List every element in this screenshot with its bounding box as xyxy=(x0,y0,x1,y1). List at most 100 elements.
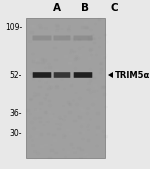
Bar xyxy=(69,52,71,53)
Bar xyxy=(87,156,89,158)
Bar xyxy=(74,52,77,54)
Bar xyxy=(45,121,47,122)
Bar xyxy=(81,110,84,111)
Bar xyxy=(73,110,75,111)
Bar xyxy=(86,107,89,109)
Bar xyxy=(55,20,57,22)
Bar xyxy=(89,48,92,50)
Bar xyxy=(61,116,63,117)
Bar xyxy=(96,126,99,128)
Bar xyxy=(38,87,40,89)
Bar xyxy=(58,97,61,99)
Bar xyxy=(27,77,29,78)
Bar xyxy=(53,47,56,48)
Bar xyxy=(30,25,33,26)
Bar xyxy=(87,82,90,84)
Bar xyxy=(77,57,79,59)
Bar xyxy=(72,99,74,101)
Bar xyxy=(90,24,92,26)
Bar xyxy=(53,118,56,119)
Bar xyxy=(62,93,65,94)
Bar xyxy=(30,122,33,123)
Bar xyxy=(47,122,49,123)
Text: 52-: 52- xyxy=(10,70,22,79)
Bar xyxy=(89,50,91,51)
Bar xyxy=(30,156,33,158)
Bar xyxy=(39,121,41,122)
Bar xyxy=(104,106,107,107)
Bar xyxy=(102,54,105,55)
Bar xyxy=(81,131,84,132)
Bar xyxy=(87,62,89,63)
Bar xyxy=(74,155,76,157)
Bar xyxy=(45,154,48,155)
Bar xyxy=(85,27,88,28)
Bar xyxy=(45,93,48,95)
Bar xyxy=(40,122,43,123)
Bar xyxy=(81,138,84,139)
Bar xyxy=(99,76,102,78)
Bar xyxy=(48,110,50,111)
Bar xyxy=(70,84,72,86)
Bar xyxy=(100,84,103,85)
Bar xyxy=(31,144,34,146)
Polygon shape xyxy=(108,72,113,78)
Bar xyxy=(69,82,71,83)
Bar xyxy=(93,84,96,86)
Bar xyxy=(41,85,44,86)
Bar xyxy=(67,124,69,126)
Bar xyxy=(70,64,73,65)
Bar xyxy=(37,66,39,68)
Bar xyxy=(86,112,88,114)
Bar xyxy=(43,74,45,76)
Bar xyxy=(35,135,37,137)
Bar xyxy=(56,27,59,29)
Bar xyxy=(69,41,72,43)
Bar xyxy=(88,38,91,40)
Bar xyxy=(83,154,85,155)
Bar xyxy=(92,38,95,39)
Bar xyxy=(36,53,39,54)
Bar xyxy=(95,145,98,146)
Bar xyxy=(60,28,63,29)
Bar xyxy=(104,34,106,36)
Bar xyxy=(103,56,106,58)
Bar xyxy=(32,25,34,27)
Bar xyxy=(76,91,79,93)
Bar xyxy=(29,99,31,100)
Bar xyxy=(47,63,50,64)
Bar xyxy=(55,29,58,31)
Bar xyxy=(66,116,69,117)
Bar xyxy=(75,57,77,59)
Bar xyxy=(95,54,97,55)
Text: 109-: 109- xyxy=(5,23,22,32)
Bar xyxy=(92,37,94,39)
Text: 36-: 36- xyxy=(9,108,22,117)
Bar xyxy=(99,71,101,73)
Bar xyxy=(62,105,64,106)
Bar xyxy=(57,39,59,41)
Bar xyxy=(63,90,66,91)
Bar xyxy=(56,25,59,26)
Bar xyxy=(61,141,63,143)
Bar xyxy=(31,139,33,141)
Bar xyxy=(69,133,71,134)
Bar xyxy=(80,149,83,150)
Bar xyxy=(90,54,92,55)
Bar xyxy=(31,39,34,40)
Bar xyxy=(43,81,45,83)
Bar xyxy=(27,32,29,33)
Bar xyxy=(26,157,28,158)
Bar xyxy=(41,68,44,69)
Bar xyxy=(60,78,63,80)
Bar xyxy=(69,58,72,59)
Bar xyxy=(70,23,72,25)
Bar xyxy=(77,152,79,154)
Bar xyxy=(55,69,58,70)
Bar xyxy=(47,133,49,134)
Bar xyxy=(78,96,81,98)
Bar xyxy=(62,134,65,135)
Bar xyxy=(28,40,31,42)
Bar xyxy=(88,57,90,59)
Bar xyxy=(59,108,61,110)
